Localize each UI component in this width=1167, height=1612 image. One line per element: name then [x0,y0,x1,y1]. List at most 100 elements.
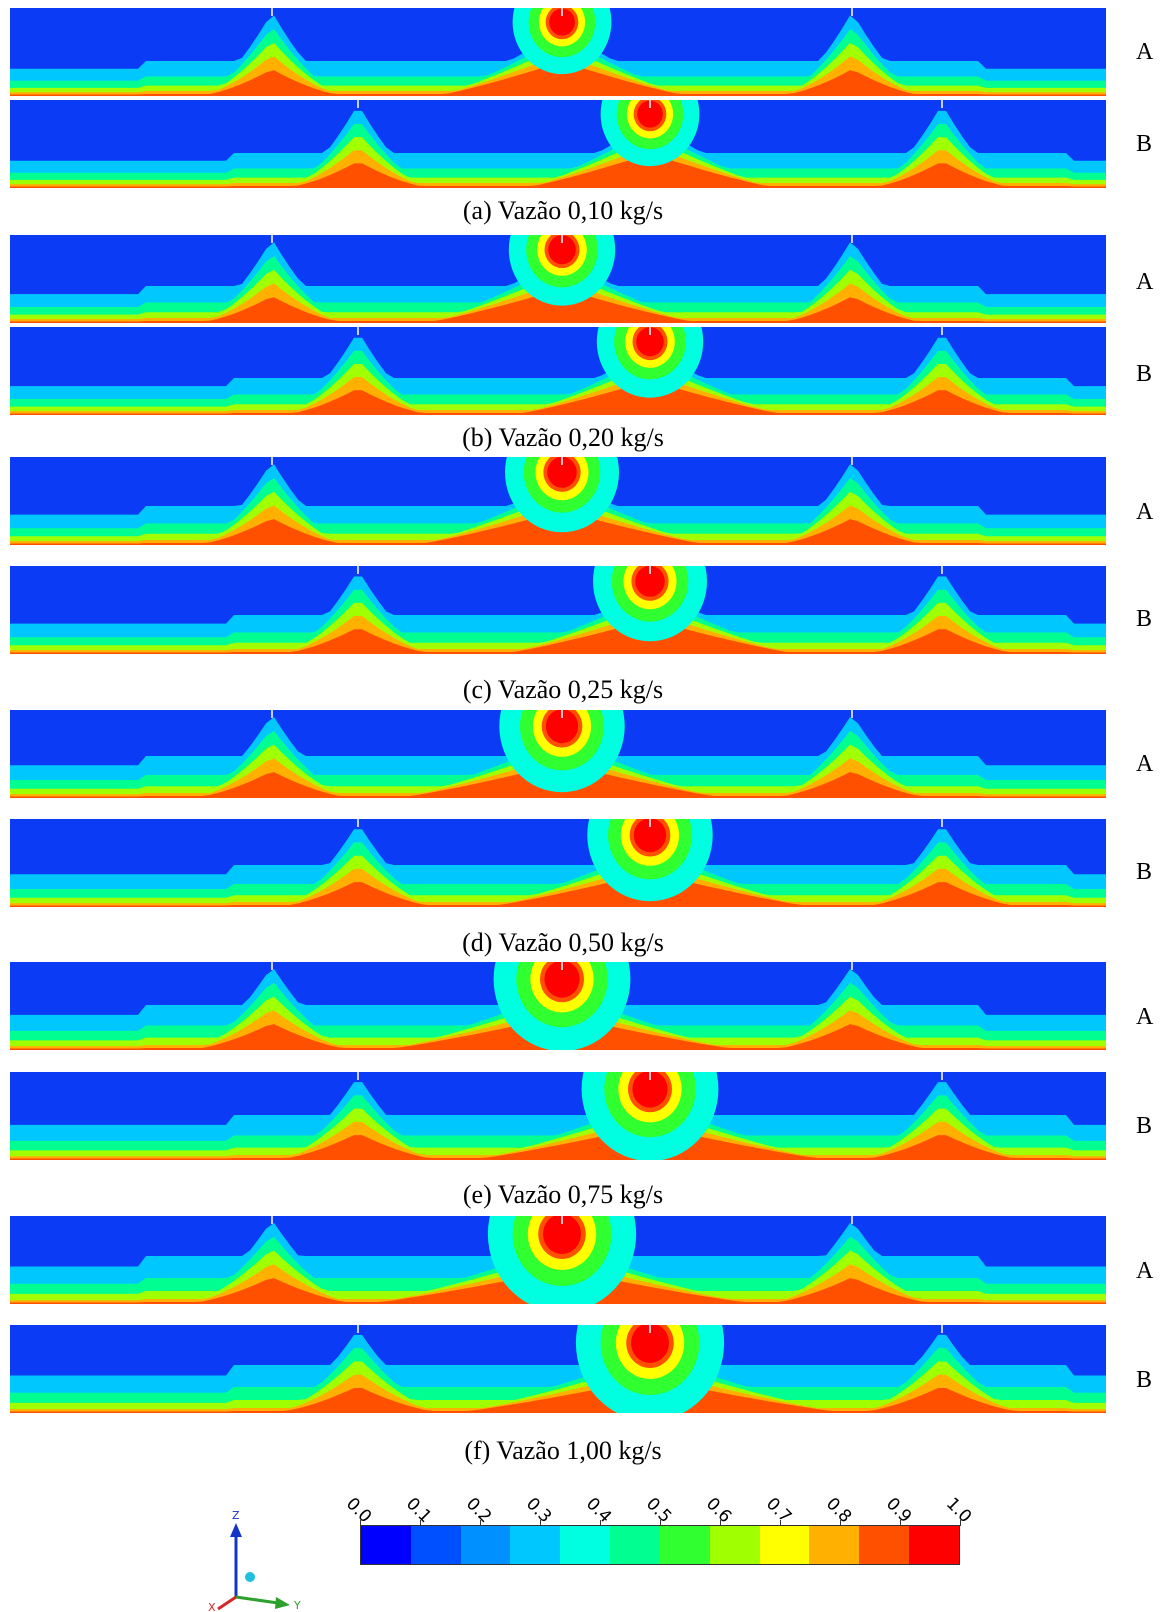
row-label: A [1136,39,1154,65]
legend-color-bar [360,1525,960,1565]
contour-panel-c-B [10,566,1106,654]
legend-tick-mark [900,1520,901,1526]
legend-swatch [460,1526,511,1564]
legend-swatch [809,1526,860,1564]
legend-swatch [759,1526,810,1564]
contour-plot [10,710,1106,798]
contour-band [10,1348,1106,1413]
legend-tick-mark [780,1520,781,1526]
legend-swatch [410,1526,461,1564]
contour-panel-f-B [10,1325,1106,1413]
legend-swatch [510,1526,561,1564]
legend-swatch [909,1526,959,1564]
contour-plot [10,457,1106,545]
contour-panel-f-A [10,1216,1106,1304]
row-label: A [1136,1004,1154,1030]
legend-tick-mark [840,1520,841,1526]
plume-contour [549,8,575,36]
legend-swatch [560,1526,611,1564]
case-caption: (a) Vazão 0,10 kg/s [462,196,664,225]
contour-panel-a-A [10,8,1106,96]
contour-panel-c-A [10,457,1106,545]
axes-triad-icon: Z Y X [208,1509,301,1612]
row-label: A [1136,269,1154,295]
contour-band [10,1361,1106,1413]
legend-tick-label: 0.2 [462,1493,496,1528]
legend-tick-label: 0.1 [402,1493,436,1528]
contour-band [10,288,1106,323]
legend-tick-mark [660,1520,661,1526]
legend-tick-mark [540,1520,541,1526]
contour-band [10,1095,1106,1160]
legend-tick-label: 0.4 [582,1493,616,1528]
row-label: B [1136,859,1153,885]
row-label: A [1136,499,1154,525]
contour-panel-d-A [10,710,1106,798]
contour-panel-b-A [10,235,1106,323]
legend-tick-label: 0.8 [822,1493,856,1528]
case-caption: (f) Vazão 1,00 kg/s [464,1436,662,1465]
contour-band [10,350,1106,415]
axis-x-label: X [208,1601,216,1612]
legend-tick-label: 0.3 [522,1493,556,1528]
plume-contour [637,100,663,128]
plume-contour [631,1325,669,1363]
plume-contour [636,327,664,357]
color-legend [360,1525,960,1612]
legend-tick-label: 1.0 [942,1493,976,1528]
contour-plot [10,8,1106,96]
plume-contour [632,1072,668,1108]
legend-tick-mark [360,1520,361,1526]
row-label: B [1136,361,1153,387]
contour-band [10,1378,1106,1413]
legend-tick-label: 0.6 [702,1493,736,1528]
legend-swatch [859,1526,910,1564]
contour-plot [10,1072,1106,1160]
contour-plot [10,327,1106,415]
contour-plot [10,1325,1106,1413]
row-label: A [1136,1258,1154,1284]
legend-swatch [361,1526,411,1564]
contour-panel-a-B [10,100,1106,188]
case-caption: (d) Vazão 0,50 kg/s [462,928,664,957]
contour-band [10,589,1106,654]
axis-z-label: Z [232,1509,240,1522]
legend-swatch [709,1526,760,1564]
contour-band [10,153,1106,188]
legend-tick-mark [420,1520,421,1526]
case-caption: (e) Vazão 0,75 kg/s [462,1180,664,1209]
plume-contour [545,710,579,744]
legend-swatch [659,1526,710,1564]
contour-plot [10,819,1106,907]
contour-plot [10,566,1106,654]
plume-contour [543,1216,581,1254]
contour-panel-e-A [10,962,1106,1050]
legend-tick-label: 0.0 [342,1493,376,1528]
contour-band [10,145,1106,188]
plume-contour [544,962,580,998]
contour-plot [10,235,1106,323]
axis-y-label: Y [293,1599,301,1612]
case-caption: (b) Vazão 0,20 kg/s [462,423,664,452]
plume-contour [635,566,665,597]
legend-tick-label: 0.7 [762,1493,796,1528]
legend-tick-label: 0.9 [882,1493,916,1528]
plume-contour [548,235,576,265]
contour-band [10,872,1106,907]
legend-tick-mark [480,1520,481,1526]
contour-plot [10,100,1106,188]
contour-plot [10,1216,1106,1304]
row-label: A [1136,751,1154,777]
row-label: B [1136,1113,1153,1139]
contour-plot [10,962,1106,1050]
legend-tick-mark [600,1520,601,1526]
contour-band [10,61,1106,96]
contour-band [10,842,1106,907]
plume-contour [633,819,667,853]
row-label: B [1136,606,1153,632]
row-label: B [1136,131,1153,157]
contour-band [10,123,1106,188]
case-caption: (c) Vazão 0,25 kg/s [462,675,664,704]
contour-band [10,1125,1106,1160]
row-label: B [1136,1367,1153,1393]
